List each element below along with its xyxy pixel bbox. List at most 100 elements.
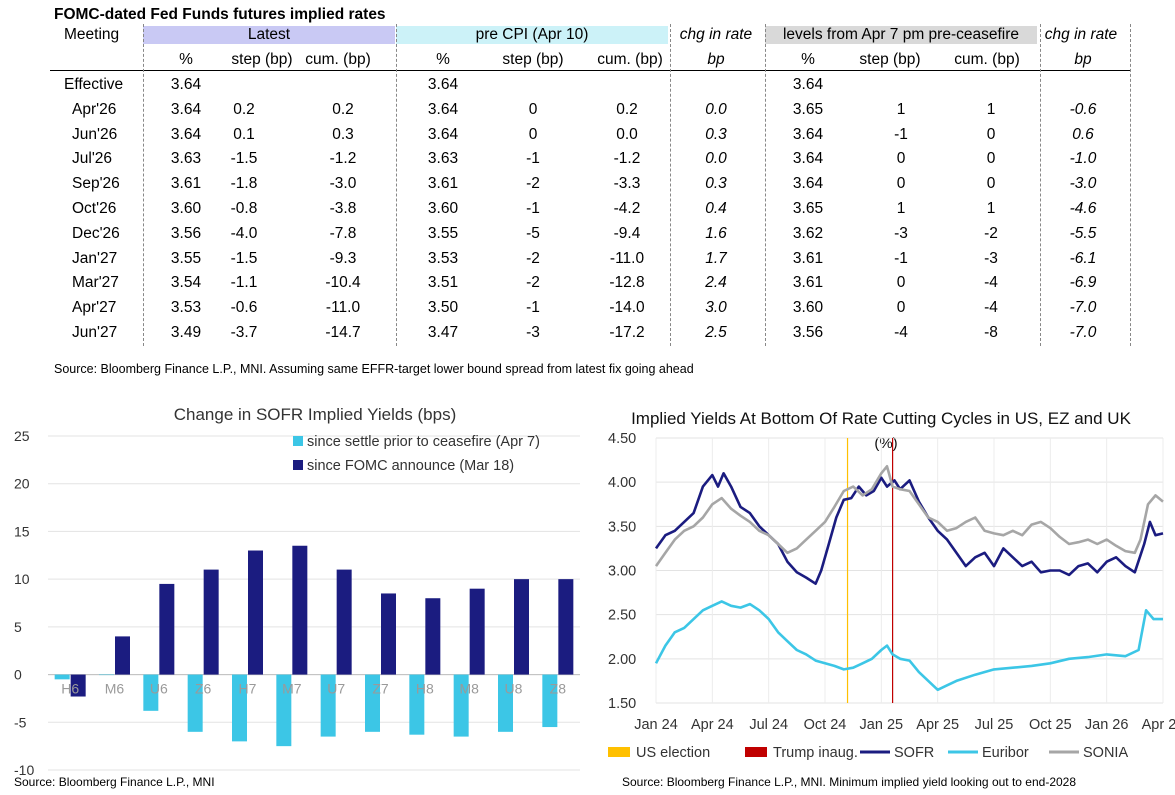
table-cell: -11.0	[609, 249, 645, 267]
table-cell: 0	[896, 175, 906, 193]
y-tick-label: 2.00	[608, 652, 636, 668]
x-tick-label: Jul 24	[749, 717, 788, 733]
x-tick-label: U8	[505, 681, 523, 697]
y-tick-label: 20	[14, 476, 30, 492]
y-tick-label: 2.50	[608, 608, 636, 624]
legend-swatch	[745, 747, 767, 757]
meeting-label: Sep'26	[72, 175, 120, 193]
table-cell: -7.8	[329, 224, 357, 242]
table-cell: 1	[896, 200, 906, 217]
table-cell: 3.51	[427, 274, 459, 292]
x-tick-label: Jan 26	[1085, 717, 1129, 733]
sub-header: cum. (bp)	[305, 51, 371, 68]
table-cell: 3.54	[170, 274, 202, 292]
precpi-band	[396, 26, 668, 44]
table-cell: 3.61	[792, 274, 824, 292]
bar	[409, 674, 425, 735]
table-cell: -9.4	[613, 224, 641, 242]
bar	[320, 674, 336, 737]
table-cell: 1	[986, 200, 996, 217]
bar	[498, 674, 513, 732]
table-cell: -7.0	[1069, 299, 1097, 317]
y-tick-label: 4.00	[608, 475, 636, 491]
table-cell: 3.61	[792, 249, 824, 267]
table-cell: 0.2	[616, 100, 638, 118]
table-cell: 0	[896, 150, 906, 168]
bar	[558, 579, 574, 675]
legend-label: SOFR	[894, 745, 934, 761]
table-cell: 3.64	[170, 100, 202, 118]
table-cell: -1.0	[1069, 150, 1097, 168]
sub-header: step (bp)	[502, 51, 564, 68]
series-line	[654, 472, 1164, 585]
x-tick-label: H6	[61, 681, 79, 697]
table-cell: -1	[526, 200, 540, 217]
column-divider	[143, 24, 144, 346]
x-tick-label: Apr 25	[916, 717, 959, 733]
x-tick-label: Z6	[195, 681, 212, 697]
sub-header: %	[436, 51, 450, 68]
table-cell: 0.0	[616, 125, 638, 143]
bar	[276, 674, 292, 747]
table-cell: -1.5	[230, 150, 258, 168]
y-tick-label: -10	[14, 762, 34, 778]
latest-band	[143, 26, 395, 44]
x-tick-label: Apr 26	[1142, 717, 1175, 733]
table-cell: 3.60	[427, 200, 459, 217]
table-cell: 0.4	[705, 200, 727, 217]
table-cell: 3.65	[792, 100, 824, 118]
left-chart-source: Source: Bloomberg Finance L.P., MNI	[14, 775, 215, 789]
table-cell: 3.53	[170, 299, 202, 317]
sub-header: bp	[1074, 51, 1092, 68]
table-cell: 0.3	[705, 175, 727, 193]
implied-yields-svg: Implied Yields At Bottom Of Rate Cutting…	[608, 409, 1175, 761]
column-divider	[765, 24, 766, 346]
table-cell: -3	[984, 249, 998, 267]
x-tick-label: H8	[416, 681, 434, 697]
table-cell: 0.1	[233, 125, 255, 143]
table-cell: -1.1	[230, 274, 258, 292]
legend-swatch	[608, 747, 630, 757]
x-tick-label: Oct 24	[804, 717, 847, 733]
table-cell: 2.5	[705, 324, 727, 341]
sub-header: step (bp)	[231, 51, 293, 68]
y-tick-label: 25	[14, 428, 30, 444]
x-tick-label: M8	[459, 681, 479, 697]
table-cell: -11.0	[325, 299, 361, 317]
bar	[336, 569, 352, 675]
legend-swatch	[293, 436, 303, 446]
table-cell: 0.0	[705, 150, 727, 168]
table-cell: 3.60	[170, 200, 202, 217]
table-cell: -2	[984, 224, 998, 242]
table-cell: 2.4	[705, 274, 727, 292]
table-cell: 0.0	[705, 100, 727, 118]
table-cell: -4.6	[1069, 200, 1097, 217]
table-cell: -4.0	[230, 224, 258, 242]
table-cell: -0.8	[230, 200, 258, 217]
meeting-label: Jul'26	[72, 150, 113, 168]
table-cell: 3.49	[170, 324, 202, 341]
table-cell: 0	[986, 175, 996, 193]
chart-title: Implied Yields At Bottom Of Rate Cutting…	[631, 409, 1131, 428]
table-cell: 1.7	[705, 249, 727, 267]
table-cell: -1	[894, 125, 908, 143]
table-cell: -12.8	[609, 274, 645, 292]
table-cell: 3.60	[792, 299, 824, 317]
table-cell: 3.64	[427, 76, 459, 93]
table-cell: 3.50	[427, 299, 459, 317]
meeting-label: Oct'26	[72, 200, 117, 217]
meeting-label: Apr'26	[72, 100, 117, 118]
x-tick-label: U7	[327, 681, 345, 697]
table-cell: 3.55	[170, 249, 202, 267]
table-cell: -1.8	[230, 175, 258, 193]
table-cell: 3.63	[170, 150, 202, 168]
x-tick-label: M6	[105, 681, 125, 697]
sub-header: %	[179, 51, 193, 68]
table-title: FOMC-dated Fed Funds futures implied rat…	[54, 6, 386, 23]
meeting-label: Jan'27	[72, 249, 118, 267]
table-cell: -3.7	[230, 324, 258, 341]
column-divider	[670, 24, 671, 346]
x-tick-label: Apr 24	[691, 717, 734, 733]
table-cell: -7.0	[1069, 324, 1097, 341]
column-divider	[396, 24, 397, 346]
